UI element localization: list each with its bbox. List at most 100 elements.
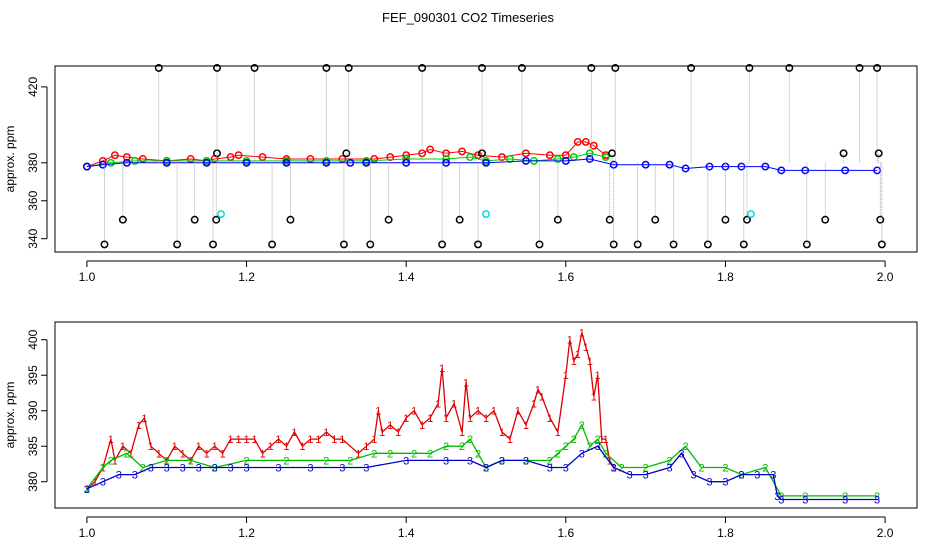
data-point: 1 — [523, 420, 529, 432]
data-point — [466, 153, 474, 162]
data-point: 2 — [100, 463, 106, 475]
data-point: 2 — [555, 448, 561, 460]
data-point: 1 — [267, 441, 273, 453]
data-point: 3 — [874, 494, 880, 506]
y-tick-label: 340 — [26, 228, 40, 248]
data-point: 1 — [403, 413, 409, 425]
data-point: 1 — [499, 427, 505, 439]
data-point: 1 — [547, 413, 553, 425]
data-point — [402, 155, 411, 163]
data-point — [611, 63, 620, 72]
data-point — [873, 166, 882, 175]
data-point: 1 — [535, 384, 541, 396]
data-point: 3 — [148, 463, 154, 475]
data-point — [705, 162, 714, 171]
x-tick-label: 1.4 — [398, 270, 415, 284]
data-point — [535, 240, 544, 249]
data-point: 3 — [738, 470, 744, 482]
data-point — [242, 158, 251, 167]
data-point: 1 — [355, 448, 361, 460]
data-point: 1 — [595, 370, 601, 382]
data-point: 2 — [323, 455, 329, 467]
data-point — [873, 63, 882, 72]
y-axis-label: approx. ppm — [3, 126, 17, 193]
data-point — [458, 147, 467, 156]
y-tick-label: 360 — [26, 190, 40, 210]
data-point — [821, 215, 830, 224]
top-panel: 1.0 1.2 1.4 1.6 1.8 2.0 340 360 380 420 approx. pp… — [3, 63, 918, 284]
data-point: 1 — [323, 427, 329, 439]
data-point: 1 — [196, 441, 202, 453]
data-point: 2 — [603, 448, 609, 460]
data-point: 1 — [611, 463, 617, 475]
data-point: 3 — [499, 455, 505, 467]
data-point: 3 — [842, 494, 848, 506]
data-point — [802, 240, 811, 249]
data-point: 1 — [128, 448, 134, 460]
x-tick-label: 1.6 — [557, 270, 574, 284]
data-point — [98, 160, 107, 169]
data-point: 3 — [547, 463, 553, 475]
plot-frame — [54, 321, 918, 509]
data-point: 3 — [467, 455, 473, 467]
data-point — [521, 149, 530, 158]
series-line — [86, 423, 878, 497]
data-point — [721, 215, 730, 224]
data-point — [346, 158, 355, 167]
data-point: 1 — [451, 399, 457, 411]
data-point: 3 — [627, 470, 633, 482]
data-point: 1 — [112, 455, 118, 467]
data-point: 2 — [124, 448, 130, 460]
data-point — [386, 153, 395, 162]
y-tick-label: 380 — [26, 152, 40, 172]
y-axis-label: approx. ppm — [3, 382, 17, 449]
data-point: 1 — [583, 342, 589, 354]
data-point: 1 — [141, 413, 147, 425]
data-point — [651, 215, 660, 224]
data-point: 1 — [220, 448, 226, 460]
data-point: 2 — [547, 455, 553, 467]
data-point — [190, 215, 199, 224]
data-point — [589, 141, 598, 150]
data-point: 2 — [164, 455, 170, 467]
data-point — [217, 210, 225, 218]
data-point — [118, 215, 127, 224]
data-point: 1 — [435, 399, 441, 411]
series-line — [86, 332, 615, 490]
x-tick-label: 1.2 — [238, 526, 255, 540]
data-point: 3 — [443, 455, 449, 467]
data-point: 2 — [212, 463, 218, 475]
data-point: 3 — [243, 463, 249, 475]
data-point: 2 — [667, 455, 673, 467]
data-point — [545, 151, 554, 160]
y-tick-label: 380 — [26, 471, 40, 491]
data-point — [877, 240, 886, 249]
data-point — [498, 153, 506, 162]
data-point: 3 — [643, 470, 649, 482]
data-point: 1 — [228, 434, 234, 446]
data-point: 3 — [275, 463, 281, 475]
data-point: 3 — [403, 455, 409, 467]
data-point: 1 — [463, 377, 469, 389]
data-point — [587, 63, 596, 72]
x-tick-label: 1.6 — [557, 526, 574, 540]
data-point: 1 — [251, 434, 257, 446]
data-point: 2 — [387, 448, 393, 460]
data-point: 1 — [180, 448, 186, 460]
data-point — [681, 164, 690, 173]
data-point — [761, 162, 770, 171]
data-point: 1 — [291, 427, 297, 439]
data-point: 1 — [363, 441, 369, 453]
data-point — [777, 166, 786, 175]
data-point: 3 — [212, 463, 218, 475]
data-point — [362, 158, 371, 167]
data-point: 2 — [595, 434, 601, 446]
data-point: 2 — [842, 491, 848, 503]
data-point — [608, 149, 617, 158]
x-tick-label: 1.0 — [79, 526, 96, 540]
data-point: 3 — [802, 494, 808, 506]
data-point: 1 — [591, 392, 597, 404]
data-point: 1 — [236, 434, 242, 446]
data-point — [130, 156, 139, 165]
